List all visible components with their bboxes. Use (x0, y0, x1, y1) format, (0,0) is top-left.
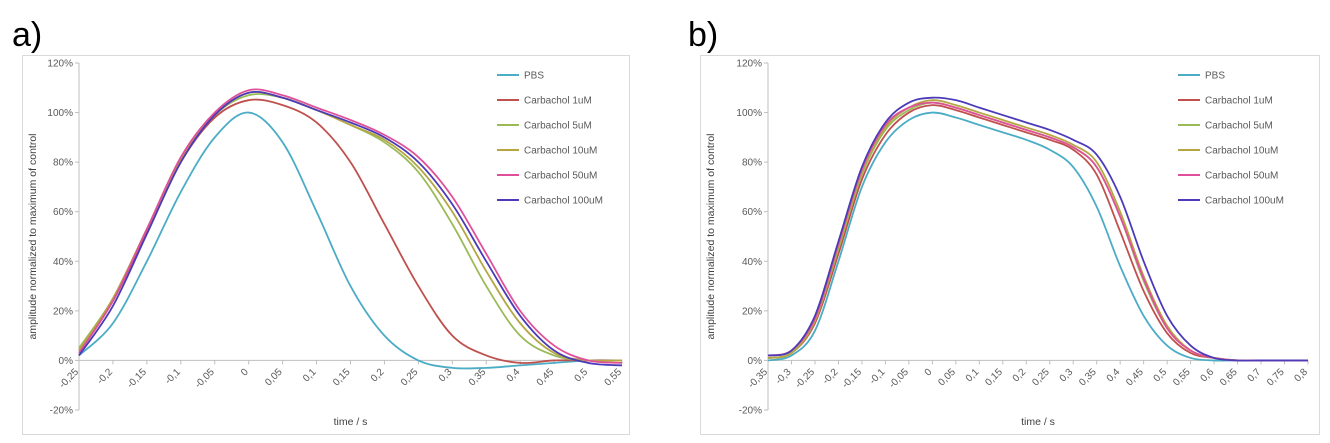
chart-a-y-tick-label: 120% (47, 59, 73, 70)
chart-a: -20%0%20%40%60%80%100%120%-0,25 -0,2 -0,15… (22, 55, 630, 435)
chart-b-x-axis-title: time / s (1021, 416, 1055, 428)
chart-a-legend-label-3: Carbachol 10uM (524, 146, 597, 157)
chart-b-frame (700, 55, 1320, 435)
chart-b-legend-label-2: Carbachol 5uM (1205, 121, 1273, 132)
chart-b-y-tick-label: 60% (742, 207, 762, 218)
panel-label-b: b) (688, 16, 719, 54)
chart-a-series-line-5 (78, 90, 623, 367)
chart-a-legend-label-4: Carbachol 50uM (524, 171, 597, 182)
chart-b: -20%0%20%40%60%80%100%120%-0,35 -0,3 -0,25… (700, 55, 1320, 435)
chart-b-legend-label-1: Carbachol 1uM (1205, 96, 1273, 107)
chart-b-y-tick-label: 100% (736, 108, 762, 119)
chart-b-y-tick-label: 80% (742, 158, 762, 169)
chart-a-legend-label-2: Carbachol 5uM (524, 121, 592, 132)
chart-b-series-line-0 (767, 111, 1308, 362)
chart-a-y-tick-label: 40% (53, 257, 73, 268)
chart-a-y-tick-label: 60% (53, 207, 73, 218)
chart-b-y-tick-label: -20% (739, 406, 762, 417)
chart-b-y-tick-label: 0% (748, 356, 763, 367)
chart-b-y-tick-label: 40% (742, 257, 762, 268)
chart-a-x-axis-title: time / s (334, 416, 368, 428)
chart-b-y-tick-label: 120% (736, 59, 762, 70)
chart-a-y-tick-label: 80% (53, 158, 73, 169)
chart-a-y-tick-label: 20% (53, 306, 73, 317)
chart-a-legend-label-5: Carbachol 100uM (524, 196, 603, 207)
chart-a-series-line-4 (78, 88, 623, 364)
chart-a-frame (22, 55, 630, 435)
chart-a-legend-label-0: PBS (524, 71, 544, 82)
chart-b-legend-label-3: Carbachol 10uM (1205, 146, 1278, 157)
chart-a-legend-label-1: Carbachol 1uM (524, 96, 592, 107)
chart-b-legend-label-5: Carbachol 100uM (1205, 196, 1284, 207)
panel-label-a: a) (12, 16, 43, 54)
chart-b-legend-label-4: Carbachol 50uM (1205, 171, 1278, 182)
chart-b-series-line-5 (767, 96, 1308, 362)
chart-b-y-axis-title: amplitude normalized to maximum of contr… (705, 133, 717, 339)
chart-a-y-axis-title: amplitude normalized to maximum of contr… (27, 133, 39, 339)
chart-b-y-tick-label: 20% (742, 306, 762, 317)
chart-a-series-line-0 (78, 111, 623, 370)
chart-a-y-tick-label: -20% (50, 406, 73, 417)
chart-b-legend-label-0: PBS (1205, 71, 1225, 82)
chart-a-y-tick-label: 100% (47, 108, 73, 119)
chart-a-y-tick-label: 0% (59, 356, 74, 367)
